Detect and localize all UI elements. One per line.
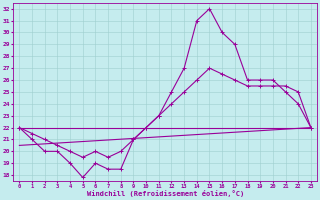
X-axis label: Windchill (Refroidissement éolien,°C): Windchill (Refroidissement éolien,°C) <box>86 190 244 197</box>
